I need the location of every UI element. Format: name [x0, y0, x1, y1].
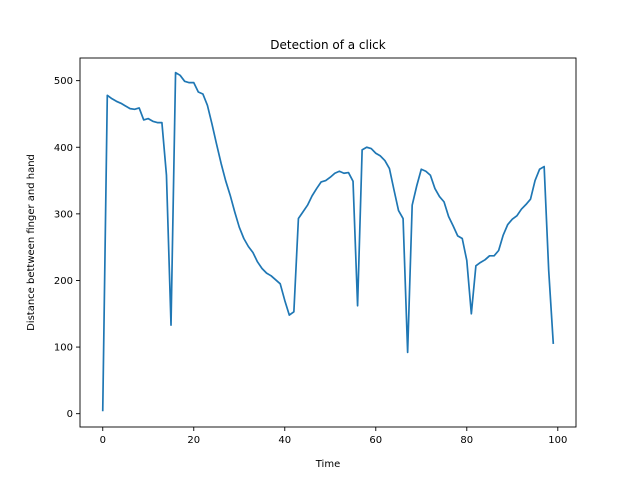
chart-title: Detection of a click: [270, 38, 386, 52]
y-tick-label: 300: [54, 209, 73, 220]
x-tick-label: 60: [369, 435, 382, 446]
y-axis-label: Distance bettween finger and hand: [26, 154, 37, 331]
x-tick-label: 40: [278, 435, 291, 446]
y-tick-label: 0: [67, 409, 73, 420]
x-axis: 0 20 40 60 80 100: [100, 427, 567, 446]
x-tick-label: 100: [548, 435, 567, 446]
x-tick-label: 20: [187, 435, 200, 446]
x-tick-label: 0: [100, 435, 106, 446]
y-axis: 0 100 200 300 400 500: [54, 76, 80, 420]
x-axis-label: Time: [315, 459, 340, 470]
y-tick-label: 400: [54, 143, 73, 154]
y-tick-label: 100: [54, 343, 73, 354]
axes-frame: [79, 57, 577, 428]
y-tick-label: 500: [54, 76, 73, 87]
y-tick-label: 200: [54, 276, 73, 287]
data-series-line: [101, 71, 555, 412]
x-tick-label: 80: [460, 435, 473, 446]
